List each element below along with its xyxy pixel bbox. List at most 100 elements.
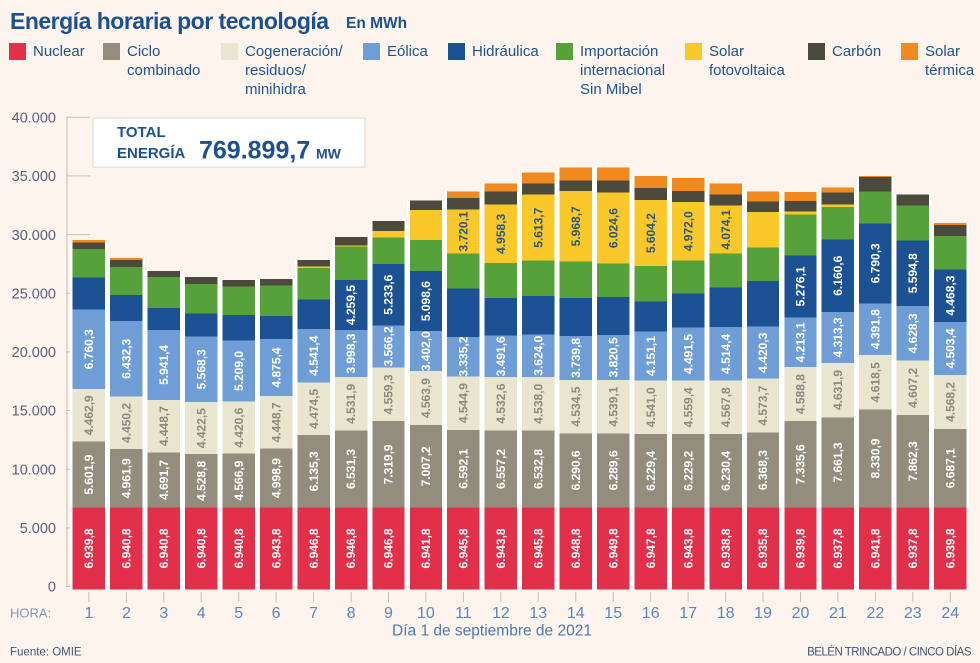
svg-text:5.604,2: 5.604,2 (644, 213, 658, 253)
svg-text:6.937,8: 6.937,8 (831, 528, 845, 568)
svg-text:Día 1 de septiembre de 2021: Día 1 de septiembre de 2021 (392, 623, 592, 640)
svg-text:19: 19 (754, 605, 772, 622)
svg-text:4.420,6: 4.420,6 (232, 407, 246, 447)
svg-text:6.940,8: 6.940,8 (120, 528, 134, 568)
svg-text:3.739,8: 3.739,8 (569, 338, 583, 378)
svg-text:3.998,3: 3.998,3 (344, 333, 358, 373)
svg-text:8: 8 (347, 605, 356, 622)
svg-text:Cogeneración/: Cogeneración/ (245, 43, 343, 60)
svg-text:17: 17 (679, 605, 697, 622)
svg-text:3.335,2: 3.335,2 (457, 336, 471, 376)
svg-text:4.566,9: 4.566,9 (232, 460, 246, 500)
svg-text:4.631,9: 4.631,9 (831, 370, 845, 410)
svg-text:4.391,8: 4.391,8 (869, 309, 883, 349)
svg-text:4.559,3: 4.559,3 (382, 374, 396, 414)
svg-text:4.563,9: 4.563,9 (419, 378, 433, 418)
svg-text:4.074,1: 4.074,1 (719, 209, 733, 249)
svg-text:combinado: combinado (127, 62, 200, 79)
svg-text:4.567,8: 4.567,8 (719, 387, 733, 427)
svg-text:3.624,0: 3.624,0 (532, 335, 546, 375)
svg-text:4: 4 (197, 605, 206, 622)
svg-text:6.790,3: 6.790,3 (869, 243, 883, 283)
svg-text:minihidra: minihidra (245, 81, 307, 98)
svg-text:6.946,8: 6.946,8 (344, 528, 358, 568)
svg-text:MW: MW (316, 146, 342, 162)
svg-text:Sin Mibel: Sin Mibel (580, 81, 642, 98)
svg-text:15.000: 15.000 (12, 404, 56, 420)
svg-text:4.961,9: 4.961,9 (120, 458, 134, 498)
svg-text:Hidráulica: Hidráulica (472, 43, 539, 60)
svg-text:6.939,8: 6.939,8 (794, 528, 808, 568)
svg-text:4.588,8: 4.588,8 (794, 374, 808, 414)
svg-text:35.000: 35.000 (12, 169, 56, 185)
svg-text:4.541,0: 4.541,0 (644, 387, 658, 427)
svg-text:6.943,8: 6.943,8 (494, 528, 508, 568)
svg-text:4.448,7: 4.448,7 (157, 406, 171, 446)
svg-text:4.491,5: 4.491,5 (681, 334, 695, 374)
svg-text:6.941,8: 6.941,8 (869, 528, 883, 568)
svg-text:6.592,1: 6.592,1 (457, 448, 471, 488)
svg-text:residuos/: residuos/ (245, 62, 307, 79)
svg-text:6.946,8: 6.946,8 (307, 528, 321, 568)
svg-text:6.160,6: 6.160,6 (831, 255, 845, 295)
svg-text:8.330,9: 8.330,9 (869, 438, 883, 478)
svg-text:3.720,1: 3.720,1 (457, 211, 471, 251)
svg-text:6.935,8: 6.935,8 (756, 528, 770, 568)
svg-text:4.420,3: 4.420,3 (756, 332, 770, 372)
svg-text:5.601,9: 5.601,9 (82, 454, 96, 494)
svg-text:5.233,6: 5.233,6 (382, 274, 396, 314)
svg-text:30.000: 30.000 (12, 228, 56, 244)
svg-text:12: 12 (492, 605, 510, 622)
svg-text:22: 22 (867, 605, 885, 622)
svg-text:Ciclo: Ciclo (127, 43, 160, 60)
svg-text:6.760,3: 6.760,3 (82, 329, 96, 369)
svg-text:4.532,6: 4.532,6 (494, 383, 508, 423)
svg-text:40.000: 40.000 (12, 111, 56, 127)
svg-text:3.566,2: 3.566,2 (382, 326, 396, 366)
svg-text:BELÉN TRINCADO / CINCO DÍAS: BELÉN TRINCADO / CINCO DÍAS (807, 646, 972, 659)
svg-text:6.938,8: 6.938,8 (719, 528, 733, 568)
svg-text:10.000: 10.000 (12, 462, 56, 478)
svg-text:15: 15 (604, 605, 622, 622)
svg-text:6.941,8: 6.941,8 (419, 528, 433, 568)
svg-text:6.557,2: 6.557,2 (494, 449, 508, 489)
svg-text:6.289,6: 6.289,6 (606, 450, 620, 490)
svg-text:4.528,8: 4.528,8 (194, 461, 208, 501)
svg-text:6.949,8: 6.949,8 (606, 528, 620, 568)
svg-text:internacional: internacional (580, 62, 665, 79)
svg-text:6.940,8: 6.940,8 (232, 528, 246, 568)
svg-text:4.450,2: 4.450,2 (120, 403, 134, 443)
svg-text:4.958,3: 4.958,3 (494, 213, 508, 253)
svg-text:7.319,9: 7.319,9 (382, 444, 396, 484)
svg-text:4.541,4: 4.541,4 (307, 335, 321, 375)
svg-text:Eólica: Eólica (387, 43, 429, 60)
svg-text:25.000: 25.000 (12, 286, 56, 302)
svg-text:6.432,3: 6.432,3 (120, 338, 134, 378)
svg-text:5.098,6: 5.098,6 (419, 281, 433, 321)
svg-text:fotovoltaica: fotovoltaica (709, 62, 786, 79)
svg-text:5.209,0: 5.209,0 (232, 351, 246, 391)
svg-text:14: 14 (567, 605, 585, 622)
svg-text:1: 1 (84, 605, 93, 622)
svg-text:9: 9 (384, 605, 393, 622)
svg-text:4.559,4: 4.559,4 (681, 387, 695, 427)
svg-text:4.607,2: 4.607,2 (906, 367, 920, 407)
svg-text:6.937,8: 6.937,8 (906, 528, 920, 568)
svg-text:18: 18 (717, 605, 735, 622)
svg-text:6.939,8: 6.939,8 (944, 528, 958, 568)
svg-text:6.945,8: 6.945,8 (532, 528, 546, 568)
svg-text:5.613,7: 5.613,7 (532, 207, 546, 247)
svg-text:5: 5 (234, 605, 243, 622)
svg-text:Solar: Solar (925, 43, 960, 60)
svg-text:7.007,2: 7.007,2 (419, 446, 433, 486)
svg-text:5.276,1: 5.276,1 (794, 266, 808, 306)
svg-text:4.514,4: 4.514,4 (719, 333, 733, 373)
svg-text:16: 16 (642, 605, 660, 622)
svg-text:En MWh: En MWh (346, 15, 407, 32)
svg-text:Carbón: Carbón (832, 43, 881, 60)
svg-text:6: 6 (272, 605, 281, 622)
svg-text:6.947,8: 6.947,8 (644, 528, 658, 568)
svg-text:4.259,5: 4.259,5 (344, 285, 358, 325)
svg-text:4.534,5: 4.534,5 (569, 386, 583, 426)
svg-text:6.532,8: 6.532,8 (532, 449, 546, 489)
